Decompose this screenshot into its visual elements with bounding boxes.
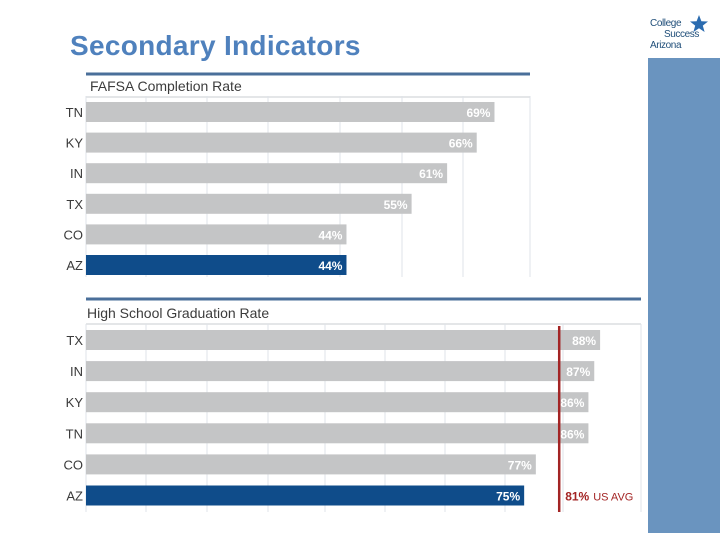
bar-az xyxy=(86,255,347,275)
value-label-co: 77% xyxy=(508,458,532,472)
category-label-ky: KY xyxy=(66,136,84,151)
bar-co xyxy=(86,454,536,475)
bar-tx xyxy=(86,193,412,214)
bar-ky xyxy=(86,392,589,413)
value-label-co: 44% xyxy=(318,228,342,242)
value-label-ky: 66% xyxy=(449,137,473,151)
value-label-in: 87% xyxy=(566,365,590,379)
chart-2: High School Graduation Rate TX 88% IN 87% KY 8… xyxy=(64,297,642,512)
category-label-co: CO xyxy=(64,457,84,472)
bar-ky xyxy=(86,132,477,153)
decorative-sidebar xyxy=(648,58,720,533)
category-label-tn: TN xyxy=(66,426,83,441)
category-label-tx: TX xyxy=(66,333,83,348)
page-title: Secondary Indicators xyxy=(70,30,361,61)
category-label-co: CO xyxy=(64,227,84,242)
us-average-value: 81% xyxy=(565,490,589,504)
bar-tn xyxy=(86,102,495,122)
value-label-tn: 69% xyxy=(466,106,490,120)
college-success-arizona-logo: College Success Arizona xyxy=(649,14,717,54)
chart-1: FAFSA Completion Rate TN 69% KY 66% IN 61% TX 55… xyxy=(64,72,531,277)
category-label-az: AZ xyxy=(66,258,83,273)
value-label-az: 44% xyxy=(318,259,342,273)
category-label-az: AZ xyxy=(66,489,83,504)
category-label-in: IN xyxy=(70,166,83,181)
chart-title: FAFSA Completion Rate xyxy=(90,78,242,94)
value-label-tx: 88% xyxy=(572,334,596,348)
value-label-ky: 86% xyxy=(560,396,584,410)
value-label-tn: 86% xyxy=(560,427,584,441)
bar-tx xyxy=(86,330,601,350)
us-average-label: US AVG xyxy=(593,492,633,504)
category-label-ky: KY xyxy=(66,395,84,410)
logo-line-3: Arizona xyxy=(650,40,682,51)
bar-co xyxy=(86,224,347,245)
logo-line-2: Success xyxy=(664,29,699,40)
logo-line-1: College xyxy=(650,18,682,29)
bar-in xyxy=(86,361,595,382)
category-label-tx: TX xyxy=(66,197,83,212)
bar-az xyxy=(86,485,525,506)
bar-in xyxy=(86,163,448,184)
value-label-tx: 55% xyxy=(384,198,408,212)
bar-tn xyxy=(86,423,589,444)
star-icon xyxy=(690,15,708,32)
category-label-tn: TN xyxy=(66,105,83,120)
category-label-in: IN xyxy=(70,364,83,379)
chart-title: High School Graduation Rate xyxy=(87,305,269,321)
value-label-in: 61% xyxy=(419,167,443,181)
value-label-az: 75% xyxy=(496,490,520,504)
